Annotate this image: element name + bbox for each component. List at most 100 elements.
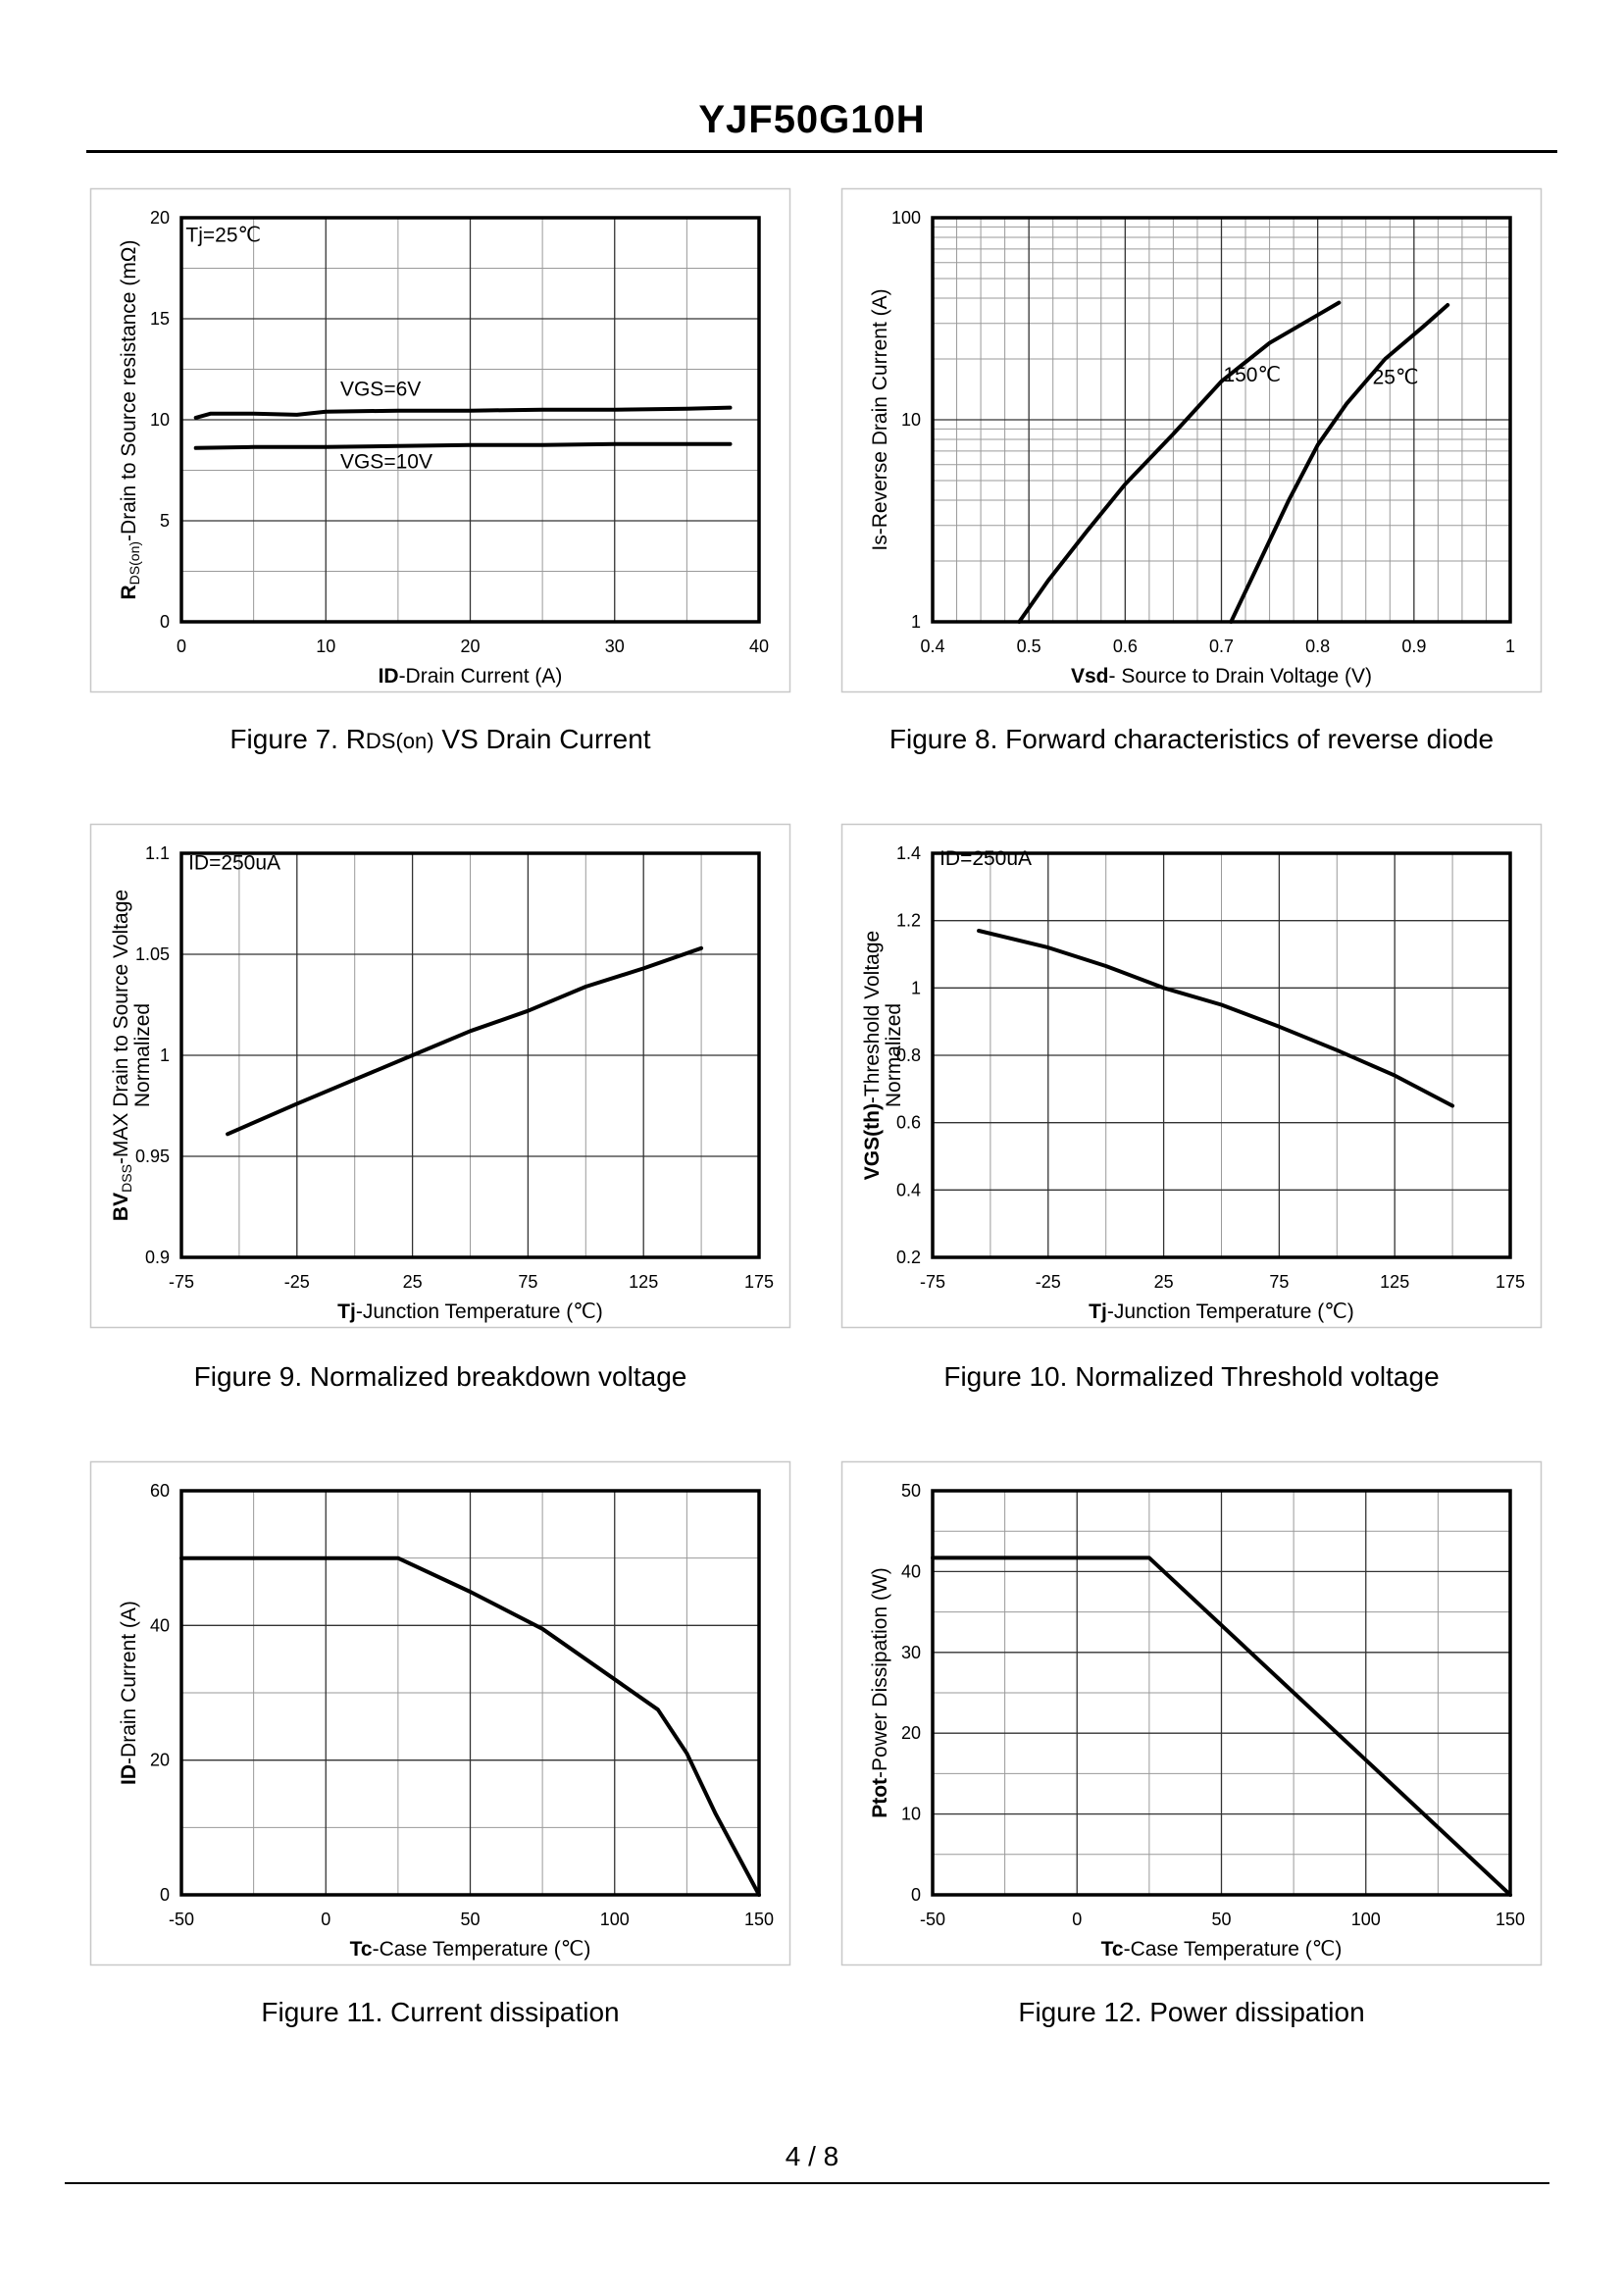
x-tick-label: 0.6	[1113, 637, 1138, 656]
chart-frame	[89, 1460, 791, 1966]
figure-11-chart: -50 0 50 100 150 0 20 40 60 Tc-Case Temperature (…	[89, 1460, 791, 1966]
y-tick-label: 1.05	[135, 944, 170, 964]
x-tick-label: 125	[629, 1272, 658, 1292]
x-tick-label: -50	[169, 1910, 194, 1929]
y-tick-label: 0.8	[896, 1045, 921, 1065]
chart-frame	[89, 187, 791, 693]
chart-annotation: Tj=25℃	[185, 225, 261, 247]
chart-frame	[840, 823, 1543, 1329]
chart-annotation: VGS=6V	[340, 378, 421, 400]
footer-rule	[65, 2182, 1549, 2184]
chart-frame	[89, 823, 791, 1329]
x-tick-label: 0.5	[1017, 637, 1041, 656]
x-tick-label: -25	[284, 1272, 310, 1292]
x-tick-label: 30	[605, 637, 625, 656]
figure-7-chart: 0 10 20 30 40 0 5 10 15 20 ID-Drain Current (A) RDS…	[89, 187, 791, 693]
chart-frame	[840, 1460, 1543, 1966]
y-tick-label: 10	[901, 1805, 921, 1824]
plot-border	[179, 1489, 761, 1897]
series-line	[931, 1555, 1512, 1897]
figure-11-caption: Figure 11. Current dissipation	[261, 1997, 620, 2027]
x-tick-label: 0.8	[1305, 637, 1330, 656]
x-tick-label: 0.4	[920, 637, 944, 656]
figure-7-caption: Figure 7. RDS(on) VS Drain Current	[229, 724, 651, 754]
series-line	[1229, 303, 1450, 624]
x-axis-label: Tj-Junction Temperature (℃)	[1089, 1300, 1354, 1323]
y-tick-label: 50	[901, 1481, 921, 1501]
x-tick-label: 75	[518, 1272, 537, 1292]
x-tick-label: 0	[177, 637, 186, 656]
y-axis-label: ID-Drain Current (A)	[118, 1601, 140, 1785]
x-axis-label: Tc-Case Temperature (℃)	[350, 1938, 591, 1961]
plot-border	[931, 851, 1512, 1259]
y-tick-label: 0.6	[896, 1113, 921, 1133]
y-axis-label: Is-Reverse Drain Current (A)	[869, 288, 891, 550]
figure-8-caption: Figure 8. Forward characteristics of rev…	[888, 724, 1495, 754]
x-axis-label: Tc-Case Temperature (℃)	[1101, 1938, 1343, 1961]
y-tick-label: 40	[150, 1615, 170, 1635]
series-line	[179, 1555, 761, 1897]
series-line	[977, 929, 1455, 1108]
chart-annotation: VGS=10V	[340, 450, 432, 473]
page-title: YJF50G10H	[698, 98, 926, 141]
y-tick-label: 0	[160, 1885, 170, 1905]
x-tick-label: 175	[744, 1272, 774, 1292]
plot-border	[179, 216, 761, 624]
y-tick-label: 1.4	[896, 843, 921, 863]
chart-annotation: ID=250uA	[188, 851, 280, 874]
x-tick-label: 150	[1496, 1910, 1525, 1929]
x-tick-label: -25	[1036, 1272, 1061, 1292]
y-tick-label: 0	[911, 1885, 921, 1905]
y-axis-label: BVDSS-MAX Drain to Source Voltage	[110, 890, 134, 1221]
plot-border	[931, 1489, 1512, 1897]
page-number: 4 / 8	[785, 2141, 839, 2171]
y-tick-label: 10	[901, 410, 921, 430]
x-tick-label: 100	[600, 1910, 630, 1929]
x-tick-label: 150	[744, 1910, 774, 1929]
y-tick-label: 100	[891, 208, 921, 228]
series-line	[226, 945, 704, 1137]
plot-border	[179, 851, 761, 1259]
x-tick-label: 50	[460, 1910, 480, 1929]
x-tick-label: 1	[1505, 637, 1515, 656]
y-tick-label: 20	[150, 1751, 170, 1770]
y-tick-label: 1.2	[896, 911, 921, 931]
x-tick-label: 0	[321, 1910, 330, 1929]
figure-8-chart: 0.4 0.5 0.6 0.7 0.8 0.9 1 1 10 100 Vsd- Source to …	[840, 187, 1543, 693]
y-tick-label: 0	[160, 612, 170, 632]
chart-annotation: 150℃	[1223, 364, 1281, 386]
y-tick-label: 1	[160, 1045, 170, 1065]
x-tick-label: 25	[403, 1272, 423, 1292]
x-tick-label: 0.9	[1401, 637, 1426, 656]
figure-12-caption: Figure 12. Power dissipation	[1018, 1997, 1365, 2027]
y-tick-label: 40	[901, 1561, 921, 1581]
x-tick-label: 175	[1496, 1272, 1525, 1292]
series-line	[1017, 300, 1342, 624]
figure-9-chart: -75 -25 25 75 125 175 0.9 0.95 1 1.05 1.1 Tj-Juncti…	[89, 823, 791, 1329]
y-axis-label-line2: Normalized	[131, 1003, 154, 1107]
chart-frame	[840, 187, 1543, 693]
y-tick-label: 0.4	[896, 1180, 921, 1199]
y-axis-label: VGS(th)-Threshold Voltage	[861, 931, 884, 1180]
y-tick-label: 1	[911, 978, 921, 997]
y-tick-label: 20	[150, 208, 170, 228]
header-rule	[86, 150, 1557, 153]
y-axis-label: RDS(on)-Drain to Source resistance (mΩ)	[118, 240, 142, 600]
figure-12-chart: -50 0 50 100 150 0 10 20 30 40 50 Tc-Case Temperatu…	[840, 1460, 1543, 1966]
y-tick-label: 20	[901, 1723, 921, 1743]
y-tick-label: 30	[901, 1643, 921, 1662]
x-tick-label: 0	[1072, 1910, 1082, 1929]
figure-10-chart: -75 -25 25 75 125 175 0.2 0.4 0.6 0.8 1 1.2 1.4 Tj-Ju…	[840, 823, 1543, 1329]
y-axis-label-line2: Normalized	[883, 1003, 905, 1107]
y-tick-label: 0.95	[135, 1147, 170, 1166]
y-tick-label: 0.2	[896, 1248, 921, 1267]
y-tick-label: 60	[150, 1481, 170, 1501]
y-tick-label: 0.9	[145, 1248, 170, 1267]
x-axis-label: ID-Drain Current (A)	[379, 665, 563, 688]
chart-annotation: ID=250uA	[939, 847, 1032, 870]
x-tick-label: 40	[749, 637, 769, 656]
x-tick-label: 25	[1154, 1272, 1174, 1292]
figure-9-caption: Figure 9. Normalized breakdown voltage	[193, 1361, 687, 1392]
x-axis-label: Vsd- Source to Drain Voltage (V)	[1071, 665, 1372, 688]
x-tick-label: 10	[316, 637, 335, 656]
